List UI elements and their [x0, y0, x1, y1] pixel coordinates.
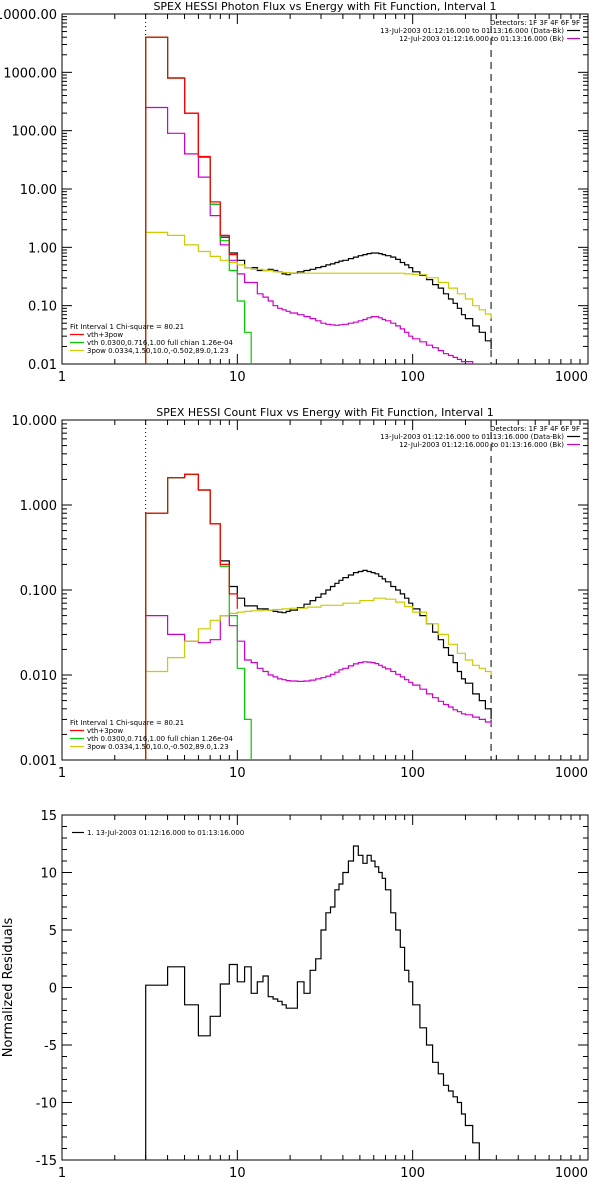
fit-legend-header: Fit Interval 1 Chi-square = 80.21 — [70, 323, 184, 331]
y-tick-label: 1.000 — [20, 499, 57, 514]
series-group — [145, 420, 492, 760]
plot-frame — [61, 419, 589, 761]
y-axis-label: Normalized Residuals — [1, 918, 16, 1058]
y-tick-label: 0.001 — [20, 754, 57, 769]
x-tick-label: 10 — [229, 1166, 246, 1181]
series-line-4 — [145, 473, 238, 760]
plot-frame — [61, 814, 589, 1161]
residuals-panel: 1 10 100 1000 -15 -10 -5 0 5 10 15 Normalized Resid… — [1, 809, 589, 1181]
plot-frame — [61, 13, 589, 365]
fit-legend-label: 3pow 0.0334,1.50,10.0,-0.502,89.0,1.23 — [87, 743, 229, 751]
x-tick-label: 1 — [58, 1166, 66, 1181]
count-flux-panel: SPEX HESSI Count Flux vs Energy with Fit… — [12, 406, 589, 781]
y-tick-label: -5 — [44, 1039, 57, 1054]
fit-legend-label: vth 0.0300,0.716,1.00 full chian 1.26e-0… — [87, 339, 233, 347]
y-tick-label: 0.100 — [20, 584, 57, 599]
y-tick-label: 100.00 — [12, 125, 58, 140]
series-line-0 — [145, 473, 492, 760]
series-group — [145, 14, 492, 364]
legend-header: Detectors: 1F 3F 4F 6F 9F — [490, 425, 580, 433]
residual-legend-label: 1. 13-Jul-2003 01:12:16.000 to 01:13:16.… — [87, 829, 244, 837]
x-tick-label: 100 — [400, 766, 425, 781]
x-tick-label: 1000 — [555, 1166, 588, 1181]
series-line-1 — [145, 106, 492, 364]
series-line-4 — [145, 36, 238, 364]
series-line-2 — [145, 231, 492, 364]
series-line-0 — [145, 36, 492, 364]
x-tick-label: 10 — [229, 766, 246, 781]
y-tick-label: 0.01 — [28, 358, 57, 373]
x-tick-label: 1 — [58, 370, 66, 385]
y-tick-label: 0 — [49, 982, 57, 997]
x-tick-label: 10 — [229, 370, 246, 385]
fit-legend-label: vth+3pow — [87, 727, 123, 735]
series-line-0 — [145, 845, 492, 1160]
y-tick-label: 1000.00 — [3, 66, 57, 81]
y-tick-label: -10 — [36, 1097, 57, 1112]
legend-header: Detectors: 1F 3F 4F 6F 9F — [490, 19, 580, 27]
y-tick-label: 0.010 — [20, 669, 57, 684]
legend-entry-label: 13-Jul-2003 01:12:16.000 to 01:13:16.000… — [380, 27, 564, 35]
series-line-1 — [145, 615, 492, 760]
x-tick-label: 100 — [400, 1166, 425, 1181]
y-tick-label: 10.00 — [20, 183, 57, 198]
y-tick-label: 10000.00 — [0, 8, 57, 23]
series-line-3 — [145, 473, 252, 760]
y-tick-label: 10 — [40, 867, 57, 882]
chart-title: SPEX HESSI Count Flux vs Energy with Fit… — [156, 406, 493, 419]
y-tick-label: 5 — [49, 924, 57, 939]
y-tick-label: 0.10 — [28, 300, 57, 315]
y-tick-label: 15 — [40, 809, 57, 824]
y-tick-label: -15 — [36, 1154, 57, 1169]
x-tick-label: 100 — [400, 370, 425, 385]
chart-title: SPEX HESSI Photon Flux vs Energy with Fi… — [153, 0, 496, 13]
series-line-2 — [145, 597, 492, 760]
y-tick-label: 1.00 — [28, 241, 57, 256]
y-tick-label: 10.000 — [12, 414, 58, 429]
fit-legend-header: Fit Interval 1 Chi-square = 80.21 — [70, 719, 184, 727]
fit-legend-label: vth+3pow — [87, 331, 123, 339]
series-group — [145, 845, 492, 1160]
legend-entry-label: 12-Jul-2003 01:12:16.000 to 01:13:16.000… — [399, 35, 564, 43]
x-tick-label: 1000 — [555, 370, 588, 385]
legend-entry-label: 13-Jul-2003 01:12:16.000 to 01:13:16.000… — [380, 433, 564, 441]
series-line-3 — [145, 36, 252, 364]
fit-legend-label: 3pow 0.0334,1.50,10.0,-0.502,89.0,1.23 — [87, 347, 229, 355]
fit-legend-label: vth 0.0300,0.716,1.00 full chian 1.26e-0… — [87, 735, 233, 743]
photon-flux-panel: SPEX HESSI Photon Flux vs Energy with Fi… — [0, 0, 589, 385]
legend-entry-label: 12-Jul-2003 01:12:16.000 to 01:13:16.000… — [399, 441, 564, 449]
x-tick-label: 1000 — [555, 766, 588, 781]
x-tick-label: 1 — [58, 766, 66, 781]
